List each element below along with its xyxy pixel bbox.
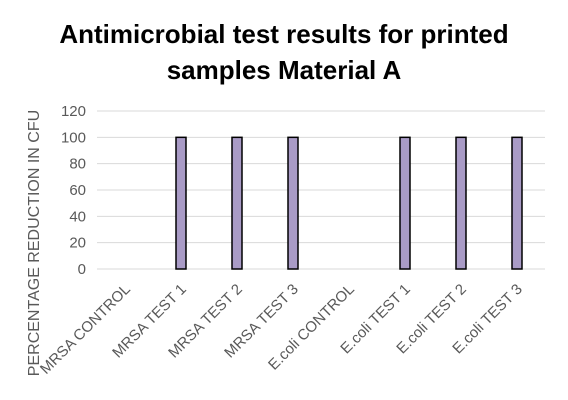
- bar: [399, 136, 411, 270]
- y-tick-label: 20: [69, 235, 86, 252]
- chart-title-line-1: Antimicrobial test results for printed: [59, 19, 509, 49]
- bar: [455, 136, 467, 270]
- y-tick-label: 80: [69, 156, 86, 173]
- y-tick-label: 40: [69, 208, 86, 225]
- bar: [511, 136, 523, 270]
- y-tick-label: 0: [78, 261, 86, 278]
- grid-lines: [97, 110, 545, 270]
- bar: [175, 136, 187, 270]
- bar: [287, 136, 299, 270]
- bar: [231, 136, 243, 270]
- y-tick-labels: 0 20 40 60 80 100 120: [61, 103, 86, 278]
- y-tick-label: 120: [61, 103, 86, 120]
- y-tick-label: 100: [61, 129, 86, 146]
- chart-title-line-2: samples Material A: [166, 55, 402, 85]
- y-axis-label: PERCENTAGE REDUCTION IN CFU: [26, 110, 43, 376]
- x-tick-label: MRSA CONTROL: [37, 281, 134, 378]
- y-tick-label: 60: [69, 182, 86, 199]
- bars: [175, 136, 523, 270]
- chart-title: Antimicrobial test results for printed s…: [0, 16, 568, 88]
